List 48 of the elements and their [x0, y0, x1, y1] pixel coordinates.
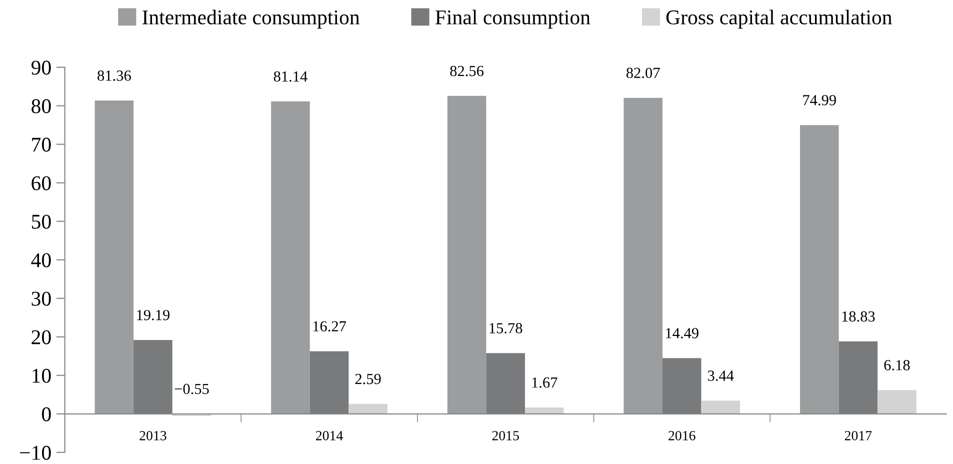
y-tick-label: 40 [31, 253, 51, 268]
y-tick-label: 20 [32, 330, 51, 344]
y-tick-label: −10 [20, 446, 51, 460]
data-label: 14.49 [666, 328, 698, 338]
y-tick-label: 60 [32, 176, 51, 190]
bar [800, 125, 839, 414]
data-label: 3.44 [708, 370, 734, 381]
y-tick-label: 80 [32, 99, 51, 114]
bar [310, 351, 349, 414]
y-tick-label: 10 [32, 368, 51, 383]
data-label: 16.27 [313, 321, 346, 332]
bar [838, 341, 878, 414]
y-tick-label: 0 [42, 407, 51, 422]
data-label: 82.07 [626, 68, 660, 78]
data-label: 74.99 [803, 95, 836, 106]
bar [624, 98, 662, 414]
bar [134, 340, 172, 414]
x-tick-label: 2014 [316, 430, 343, 440]
y-tick-label: 90 [31, 60, 51, 75]
data-label: 82.56 [450, 66, 484, 76]
x-tick-label: 2017 [844, 430, 872, 440]
bar [662, 358, 702, 414]
x-tick-label: 2013 [140, 430, 166, 440]
legend-label: Final consumption [435, 10, 590, 29]
x-tick-label: 2015 [492, 430, 519, 440]
bar [701, 400, 740, 414]
bar [447, 96, 486, 414]
y-tick-label: 30 [32, 292, 51, 306]
data-label: −0.55 [174, 384, 209, 394]
bar [878, 390, 916, 414]
legend-label: Gross capital accumulation [666, 10, 892, 29]
data-label: 19.19 [137, 310, 170, 320]
data-label: 81.36 [98, 70, 131, 81]
bar [486, 353, 525, 414]
bar [94, 100, 134, 414]
data-label: 2.59 [355, 374, 381, 384]
y-tick-label: 50 [32, 214, 51, 229]
data-label: 6.18 [884, 360, 910, 370]
bar [348, 404, 388, 414]
data-label: 1.67 [532, 377, 558, 388]
x-tick-label: 2016 [668, 430, 696, 440]
data-label: 15.78 [490, 323, 522, 334]
data-label: 81.14 [274, 71, 308, 82]
y-tick-label: 70 [32, 138, 51, 152]
legend-label: Intermediate consumption [142, 10, 360, 29]
bar [524, 407, 564, 414]
bar [271, 101, 310, 414]
data-label: 18.83 [842, 311, 875, 322]
